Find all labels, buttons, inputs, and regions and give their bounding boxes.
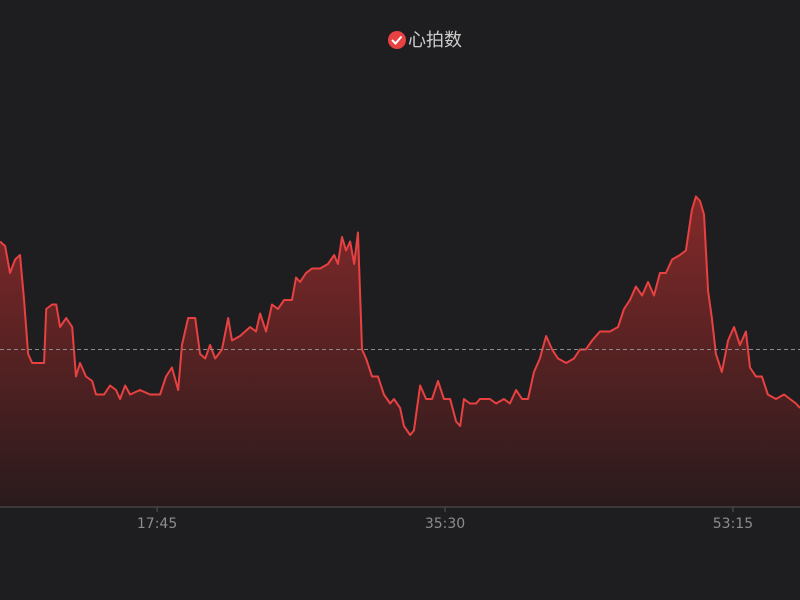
line [0,195,800,436]
legend-item[interactable]: 心拍数 [388,30,462,51]
legend-check [391,35,403,45]
x-tick-label: 17:45 [137,516,177,532]
legend-icon[interactable] [388,31,406,49]
x-tick-label: 35:30 [425,516,465,532]
legend-label[interactable]: 心拍数 [408,30,462,51]
x-tick-label: 53:15 [713,516,753,532]
area-fill [0,196,800,507]
